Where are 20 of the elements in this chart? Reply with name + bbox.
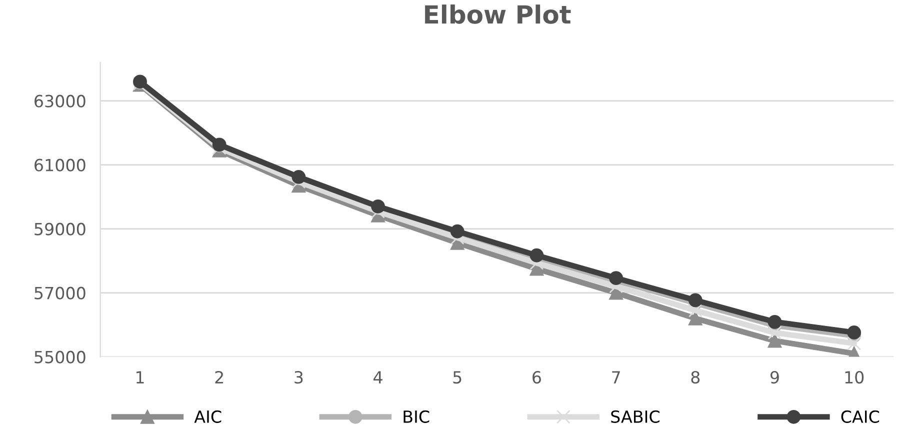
y-tick-label: 59000 <box>34 222 86 236</box>
legend-label: CAIC <box>841 410 880 423</box>
y-tick-label: 61000 <box>34 158 86 172</box>
x-tick-label: 9 <box>770 370 779 384</box>
x-tick-label: 3 <box>294 370 303 384</box>
legend-label: SABIC <box>611 410 660 423</box>
y-tick-label: 57000 <box>34 286 86 300</box>
x-tick-label: 4 <box>374 371 382 384</box>
legend-label: AIC <box>194 410 222 423</box>
x-tick-label: 8 <box>691 370 700 384</box>
y-tick-label: 55000 <box>34 350 86 364</box>
x-tick-label: 1 <box>136 371 144 384</box>
y-tick-label: 63000 <box>34 94 86 108</box>
x-tick-label: 10 <box>845 370 864 384</box>
x-tick-label: 6 <box>532 370 541 384</box>
x-tick-label: 5 <box>453 371 462 384</box>
x-tick-label: 7 <box>612 371 620 384</box>
x-tick-label: 2 <box>215 370 223 384</box>
chart-title: Elbow Plot <box>425 4 571 24</box>
legend-label: BIC <box>404 410 430 423</box>
